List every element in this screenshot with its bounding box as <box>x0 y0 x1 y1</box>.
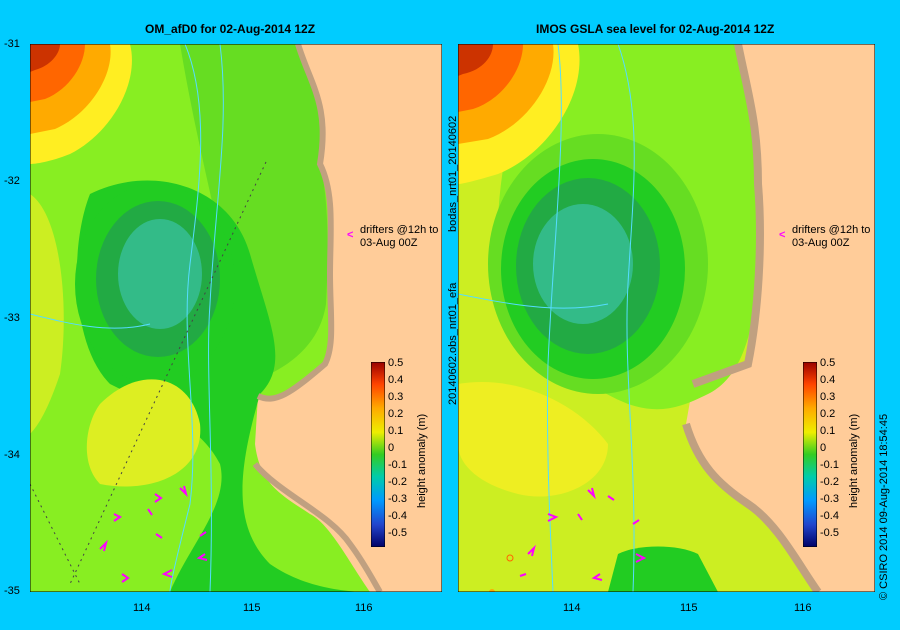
left-x-tick-2: 115 <box>243 602 261 614</box>
right-panel-title: IMOS GSLA sea level for 02-Aug-2014 12Z <box>536 22 775 36</box>
right-colorbar <box>803 362 817 547</box>
right-side-label-top: bodas_nrt01_20140602 <box>447 115 459 232</box>
cb-tick: -0.5 <box>820 527 839 539</box>
cb-tick: 0.2 <box>388 408 404 420</box>
right-x-tick-1: 114 <box>563 602 581 614</box>
left-y-tick-4: -34 <box>4 449 20 461</box>
cb-tick: 0.2 <box>820 408 836 420</box>
cb-tick: -0.1 <box>820 459 839 471</box>
cb-tick: -0.4 <box>388 510 407 522</box>
cb-tick: -0.3 <box>388 493 407 505</box>
right-x-tick-3: 116 <box>794 602 812 614</box>
right-side-label-bottom: 20140602.obs_nrt01_efa <box>447 282 459 405</box>
left-colorbar <box>371 362 385 547</box>
footer-copyright: © CSIRO 2014 09-Aug-2014 18:54:45 <box>878 413 890 600</box>
right-annotation-line-1: drifters @12h to <box>792 224 871 236</box>
cb-tick: 0.5 <box>388 357 404 369</box>
cb-tick: -0.5 <box>388 527 407 539</box>
left-x-tick-1: 114 <box>133 602 151 614</box>
left-panel-title: OM_afD0 for 02-Aug-2014 12Z <box>145 22 316 36</box>
left-y-tick-2: -32 <box>4 175 20 187</box>
cb-tick: 0 <box>820 442 827 454</box>
cb-tick: 0.4 <box>388 374 404 386</box>
right-x-tick-2: 115 <box>680 602 698 614</box>
left-map <box>30 44 442 592</box>
cb-tick: -0.1 <box>388 459 407 471</box>
left-annotation-line-1: drifters @12h to <box>360 224 439 236</box>
left-colorbar-label: height anomaly (m) <box>416 413 428 508</box>
left-y-tick-1: -31 <box>4 38 20 50</box>
left-annotation-line-2: 03-Aug 00Z <box>360 237 418 249</box>
cb-tick: 0.1 <box>388 425 404 437</box>
right-drifter-arrow-icon: < <box>779 229 786 241</box>
cb-tick: 0.3 <box>388 391 404 403</box>
cb-tick: -0.2 <box>388 476 407 488</box>
left-y-tick-3: -33 <box>4 312 20 324</box>
cb-tick: -0.4 <box>820 510 839 522</box>
right-annotation-line-2: 03-Aug 00Z <box>792 237 850 249</box>
cb-tick: 0.3 <box>820 391 836 403</box>
left-drifter-arrow-icon: < <box>347 229 354 241</box>
right-colorbar-label: height anomaly (m) <box>848 413 860 508</box>
cb-tick: -0.2 <box>820 476 839 488</box>
cb-tick: 0.1 <box>820 425 836 437</box>
cb-tick: -0.3 <box>820 493 839 505</box>
cb-tick: 0 <box>388 442 395 454</box>
cb-tick: 0.4 <box>820 374 836 386</box>
cb-tick: 0.5 <box>820 357 836 369</box>
left-y-tick-5: -35 <box>4 585 20 597</box>
left-x-tick-3: 116 <box>355 602 373 614</box>
